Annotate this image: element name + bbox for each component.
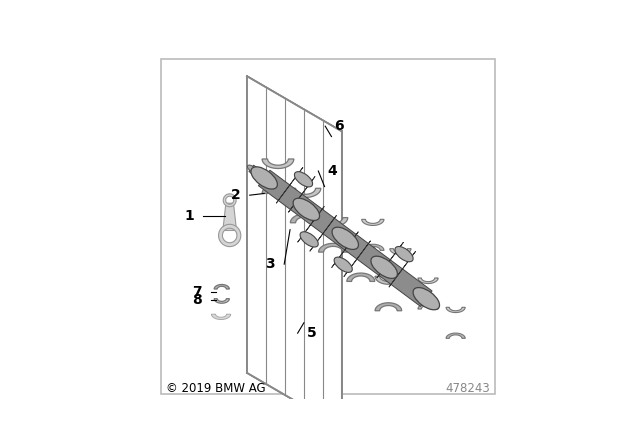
Text: © 2019 BMW AG: © 2019 BMW AG — [166, 382, 266, 395]
Polygon shape — [214, 284, 229, 289]
Polygon shape — [418, 303, 438, 309]
Polygon shape — [347, 273, 375, 281]
Polygon shape — [319, 218, 348, 226]
Ellipse shape — [395, 246, 413, 262]
Polygon shape — [362, 220, 384, 225]
Polygon shape — [298, 207, 324, 242]
Polygon shape — [375, 303, 402, 311]
Polygon shape — [377, 242, 403, 278]
Polygon shape — [375, 276, 402, 284]
Polygon shape — [446, 307, 465, 313]
Text: 2: 2 — [231, 188, 241, 202]
Polygon shape — [390, 249, 411, 254]
Ellipse shape — [413, 288, 440, 310]
Polygon shape — [276, 168, 303, 203]
Polygon shape — [223, 203, 237, 230]
Text: 7: 7 — [193, 285, 202, 299]
Polygon shape — [319, 243, 348, 252]
Ellipse shape — [300, 232, 318, 247]
Text: 478243: 478243 — [445, 382, 490, 395]
Polygon shape — [332, 232, 358, 267]
Polygon shape — [446, 333, 465, 338]
Polygon shape — [418, 278, 438, 284]
Polygon shape — [310, 215, 337, 251]
Polygon shape — [249, 165, 267, 182]
Polygon shape — [291, 188, 321, 198]
Polygon shape — [362, 244, 384, 250]
Ellipse shape — [371, 256, 397, 278]
Polygon shape — [289, 177, 315, 212]
Ellipse shape — [251, 167, 277, 189]
Polygon shape — [344, 241, 371, 277]
Ellipse shape — [334, 257, 352, 272]
Ellipse shape — [293, 198, 319, 220]
FancyBboxPatch shape — [161, 59, 495, 393]
Text: 8: 8 — [193, 293, 202, 307]
Polygon shape — [262, 184, 294, 194]
Polygon shape — [211, 314, 231, 319]
Polygon shape — [247, 76, 342, 428]
Text: 4: 4 — [327, 164, 337, 178]
Ellipse shape — [248, 165, 255, 172]
Text: 1: 1 — [184, 209, 194, 223]
Ellipse shape — [294, 172, 312, 187]
Polygon shape — [347, 247, 375, 255]
Polygon shape — [389, 251, 415, 287]
Polygon shape — [259, 170, 432, 306]
Polygon shape — [390, 274, 411, 280]
Text: 3: 3 — [266, 257, 275, 271]
Text: 6: 6 — [334, 119, 344, 133]
Polygon shape — [291, 214, 321, 223]
Polygon shape — [214, 299, 229, 303]
Polygon shape — [262, 159, 294, 168]
Text: 5: 5 — [307, 326, 316, 340]
Ellipse shape — [332, 227, 358, 250]
